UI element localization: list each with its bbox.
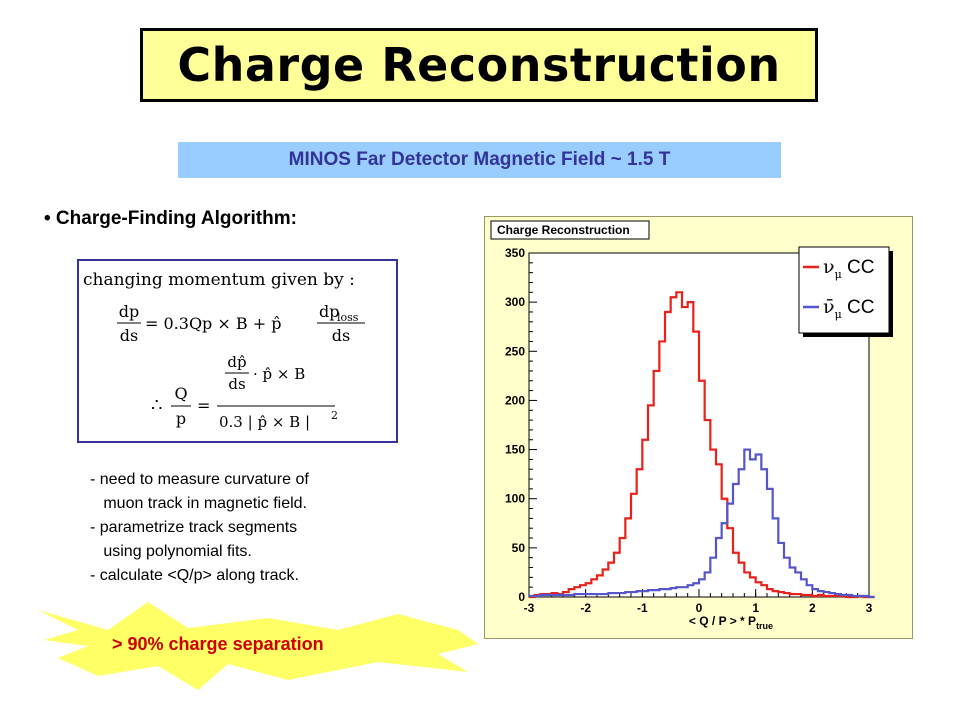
note-line: - calculate <Q/p> along track. [90, 567, 299, 584]
y-tick-label: 300 [505, 295, 525, 309]
formula-box: changing momentum given by : dp ds = 0.3… [77, 259, 398, 443]
eq1-mid: = 0.3Qp × B + p̂ [145, 314, 281, 333]
legend-box [798, 246, 890, 334]
eq1-lhs-den: ds [120, 326, 138, 345]
x-tick-label: 0 [696, 601, 703, 615]
note-line: - parametrize track segments [90, 519, 298, 536]
series-group [529, 291, 875, 599]
eq1-lhs-num: dp [119, 302, 139, 321]
subtitle-text: MINOS Far Detector Magnetic Field ~ 1.5 … [288, 149, 671, 170]
burst-text: > 90% charge separation [112, 634, 324, 654]
x-tick-label: -2 [580, 601, 591, 615]
chart-title-box [490, 220, 650, 240]
eq1-rhs-den: ds [332, 326, 350, 345]
legend-shadow [889, 251, 893, 337]
histogram-chart: Charge Reconstruction 0 50 100 150 200 250 300… [490, 220, 893, 631]
legend-label-0: νμ CC [823, 256, 874, 281]
y-tick-label: 200 [505, 393, 525, 407]
x-tick-label: -1 [637, 601, 648, 615]
legend-group: νμ CC ν̄μ CC [798, 246, 893, 337]
slide-title: Charge Reconstruction [177, 38, 781, 92]
y-tick-label: 150 [505, 443, 525, 457]
x-tick-label: 3 [866, 601, 873, 615]
y-tick-label: 0 [518, 590, 525, 604]
eq2-den-sup: 2 [331, 409, 338, 422]
note-line: using polynomial fits. [90, 543, 252, 560]
eq2-den: 0.3 | p̂ × B | [219, 413, 310, 431]
x-tick-label: 1 [752, 601, 759, 615]
burst-polygon [38, 602, 478, 690]
x-tick-label: 2 [809, 601, 816, 615]
legend-shadow-bottom [803, 333, 893, 337]
eq2-inner-num: dp̂ [227, 353, 246, 371]
y-tick-label: 50 [512, 541, 526, 555]
series-line-1 [529, 448, 875, 599]
eq2-therefore: ∴ [151, 395, 162, 416]
burst-shape [38, 602, 478, 690]
plot-frame: Charge Reconstruction 0 50 100 150 200 250 300… [484, 216, 913, 639]
eq2-eq: = [197, 396, 210, 415]
x-axis-label-main: < Q / P > * P [689, 614, 756, 628]
formula-line1: changing momentum given by : [83, 270, 355, 290]
y-tick-label: 250 [505, 344, 525, 358]
subtitle-banner: MINOS Far Detector Magnetic Field ~ 1.5 … [178, 142, 781, 178]
x-tick-label: -3 [524, 601, 535, 615]
x-axis-label: < Q / P > * Ptrue [689, 614, 773, 631]
slide-title-box: Charge Reconstruction [140, 28, 818, 102]
eq1-rhs-num: dp [319, 302, 339, 321]
note-line: muon track in magnetic field. [90, 495, 307, 512]
note-line: - need to measure curvature of [90, 471, 309, 488]
bullet-heading: • Charge-Finding Algorithm: [44, 208, 297, 229]
eq1-rhs-sub: loss [337, 311, 359, 324]
notes-list: - need to measure curvature of muon trac… [90, 468, 309, 588]
legend-label-1: ν̄μ CC [823, 296, 874, 321]
eq2-lhs-den: p [176, 409, 186, 428]
formula-svg: changing momentum given by : dp ds = 0.3… [83, 270, 365, 431]
eq2-inner-den: ds [228, 375, 245, 393]
y-tick-label: 350 [505, 246, 525, 260]
series-line-0 [529, 291, 875, 599]
x-axis-label-sub: true [756, 621, 773, 631]
y-tick-label: 100 [505, 492, 525, 506]
eq2-lhs-num: Q [174, 384, 187, 403]
chart-title: Charge Reconstruction [497, 223, 630, 237]
eq2-num-rest: · p̂ × B [253, 365, 305, 383]
